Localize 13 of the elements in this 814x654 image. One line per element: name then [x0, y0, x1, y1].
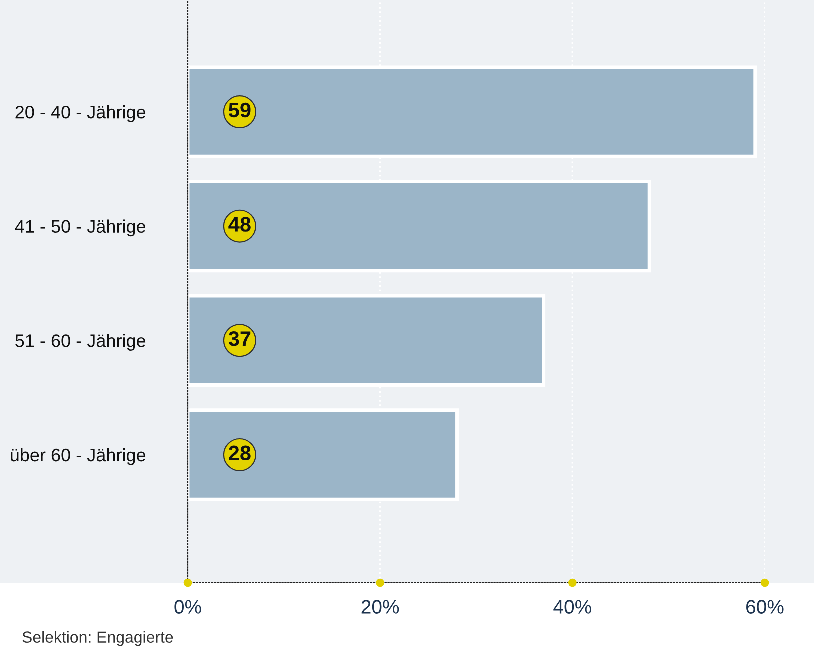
x-tick-label: 0%	[174, 600, 202, 614]
y-tick-label: über 60 - Jährige	[11, 448, 146, 466]
x-tick-label: 20%	[362, 600, 400, 614]
data-label: 28	[229, 446, 251, 461]
x-tick-label: 60%	[746, 600, 784, 614]
y-tick-label: 20 - 40 - Jährige	[16, 105, 146, 122]
y-tick-label: 41 - 50 - Jährige	[15, 220, 146, 237]
data-label: 48	[228, 217, 251, 232]
y-tick-label: 51 - 60 - Jährige	[16, 334, 146, 351]
data-label: 59	[228, 102, 251, 118]
text: Selektion: Engagierte	[22, 631, 174, 646]
x-tick-label: 40%	[554, 600, 592, 614]
data-label: 37	[228, 331, 251, 346]
